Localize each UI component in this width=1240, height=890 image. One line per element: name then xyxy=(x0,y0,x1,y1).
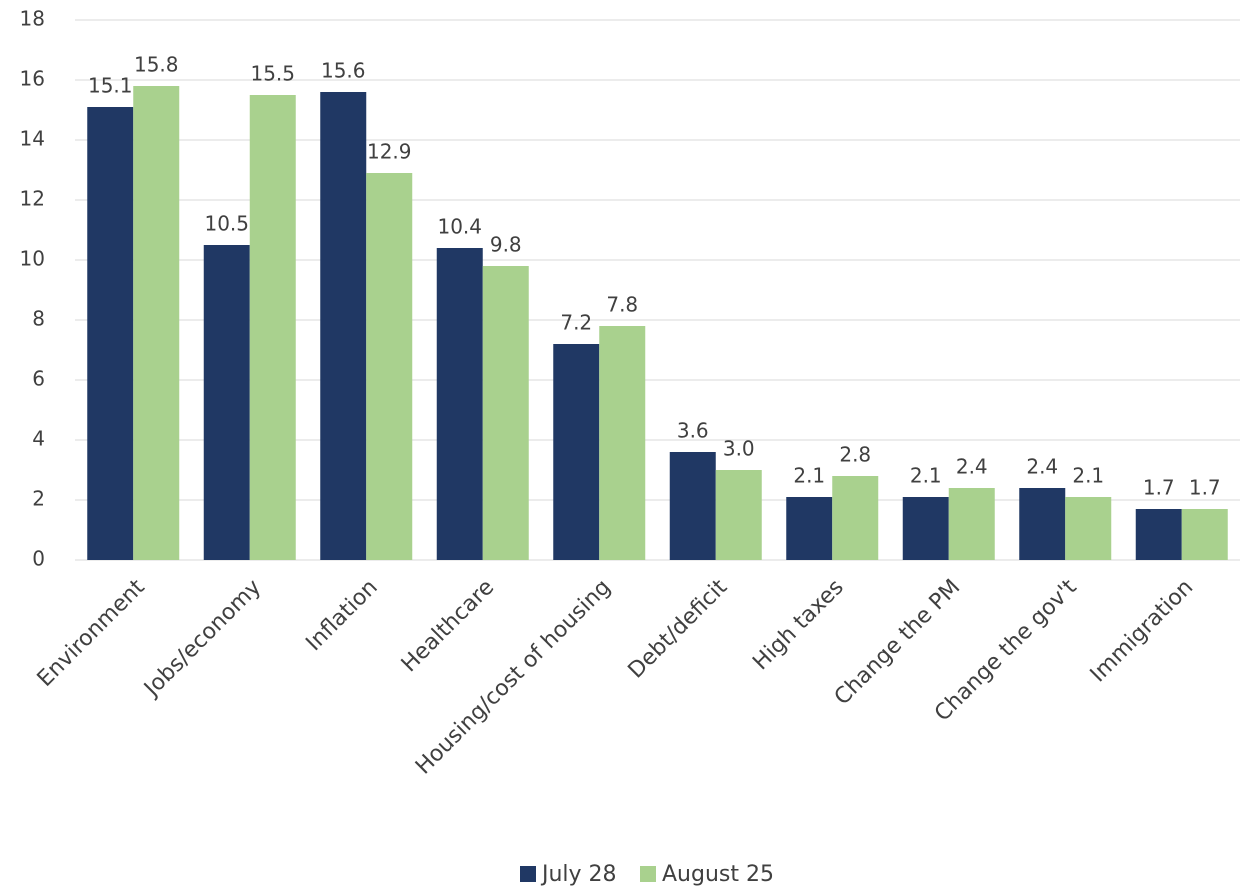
data-label: 2.1 xyxy=(793,464,825,488)
y-tick-label: 6 xyxy=(32,367,45,391)
y-tick-label: 10 xyxy=(20,247,45,271)
data-label: 7.2 xyxy=(560,311,592,335)
data-label: 2.4 xyxy=(956,455,988,479)
bar xyxy=(948,488,995,560)
y-tick-label: 8 xyxy=(32,307,45,331)
data-label: 9.8 xyxy=(490,233,522,257)
bar xyxy=(366,173,413,560)
bar xyxy=(902,497,949,560)
y-tick-label: 12 xyxy=(20,187,45,211)
x-tick-label: Immigration xyxy=(1086,575,1199,688)
bar xyxy=(133,86,180,560)
x-tick-label: Environment xyxy=(33,575,150,692)
bar xyxy=(786,497,833,560)
data-label: 15.1 xyxy=(88,74,133,98)
legend-label: August 25 xyxy=(662,862,774,887)
bar xyxy=(87,107,134,560)
x-tick-label: Inflation xyxy=(301,575,382,656)
y-tick-label: 16 xyxy=(20,67,45,91)
data-label: 2.4 xyxy=(1026,455,1058,479)
data-label: 1.7 xyxy=(1143,476,1175,500)
data-label: 1.7 xyxy=(1189,476,1221,500)
data-label: 10.5 xyxy=(204,212,249,236)
bar xyxy=(553,344,600,560)
x-tick-label: Change the PM xyxy=(830,575,965,710)
data-label: 15.6 xyxy=(321,59,366,83)
bar xyxy=(669,452,716,560)
data-label: 2.8 xyxy=(839,443,871,467)
bar xyxy=(249,95,296,560)
bar xyxy=(832,476,879,560)
data-label: 3.0 xyxy=(723,437,755,461)
bar xyxy=(436,248,483,560)
bar xyxy=(1181,509,1228,560)
bar xyxy=(320,92,367,560)
data-label: 2.1 xyxy=(1072,464,1104,488)
bar xyxy=(1065,497,1112,560)
legend-label: July 28 xyxy=(540,862,617,887)
bar xyxy=(715,470,762,560)
data-label: 15.8 xyxy=(134,53,179,77)
data-label: 2.1 xyxy=(910,464,942,488)
data-label: 15.5 xyxy=(250,62,295,86)
y-tick-label: 4 xyxy=(32,427,45,451)
x-tick-label: Debt/deficit xyxy=(624,575,733,684)
legend-swatch xyxy=(640,866,656,882)
bar xyxy=(1135,509,1182,560)
x-tick-label: High taxes xyxy=(748,575,848,675)
legend-swatch xyxy=(520,866,536,882)
data-label: 3.6 xyxy=(677,419,709,443)
bar xyxy=(203,245,250,560)
bar xyxy=(482,266,529,560)
data-label: 7.8 xyxy=(606,293,638,317)
y-tick-label: 2 xyxy=(32,487,45,511)
data-label: 10.4 xyxy=(437,215,482,239)
x-tick-label: Housing/cost of housing xyxy=(411,575,616,780)
data-label: 12.9 xyxy=(367,140,412,164)
x-tick-label: Healthcare xyxy=(397,575,499,677)
y-tick-label: 14 xyxy=(20,127,45,151)
bar xyxy=(1019,488,1066,560)
y-tick-label: 0 xyxy=(32,547,45,571)
x-tick-label: Jobs/economy xyxy=(138,575,266,703)
y-tick-label: 18 xyxy=(20,7,45,31)
bar xyxy=(599,326,646,560)
